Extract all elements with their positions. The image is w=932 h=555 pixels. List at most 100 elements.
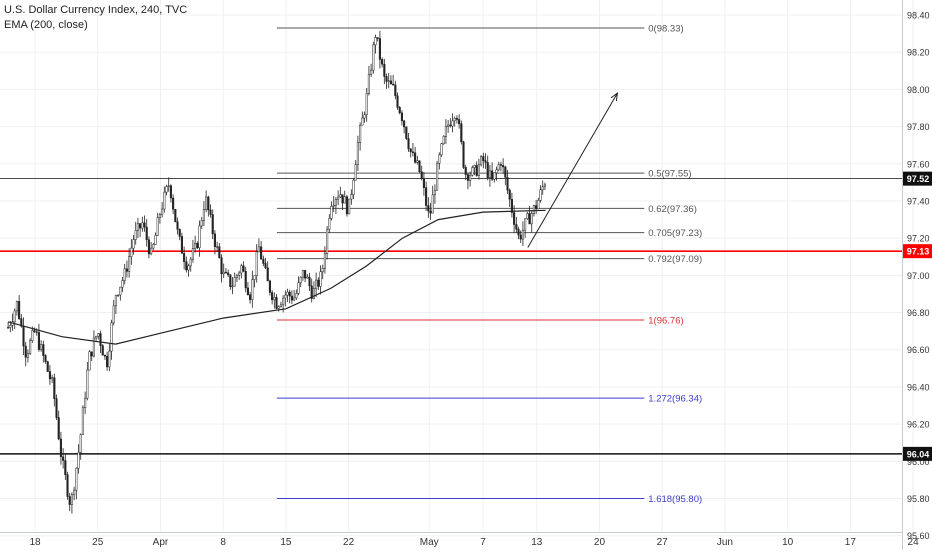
candle-body [433, 189, 436, 196]
candle-body [238, 272, 241, 276]
candle-body [31, 330, 34, 341]
candle-body [222, 271, 225, 275]
candle-body [414, 152, 417, 163]
candle-body [394, 84, 397, 97]
candle-body [154, 235, 157, 245]
x-tick-label: 27 [657, 537, 669, 548]
candle-body [365, 93, 368, 115]
candle-body [125, 268, 128, 272]
candle-body [242, 265, 245, 272]
candle-body [447, 124, 450, 127]
candle-body [198, 225, 201, 249]
candle-body [68, 496, 71, 505]
candle-body [253, 275, 256, 280]
candle-body [343, 196, 346, 204]
candle-body [257, 246, 260, 253]
x-tick-label: 25 [92, 537, 104, 548]
candle-body [264, 263, 267, 269]
x-tick-label: Jun [717, 537, 733, 548]
candle-body [405, 126, 408, 139]
chart-header: U.S. Dollar Currency Index, 240, TVC EMA… [4, 3, 187, 33]
candle-body [117, 294, 120, 297]
candle-body [462, 141, 465, 168]
candle-body [497, 164, 500, 171]
candle-body [205, 196, 208, 210]
candle-body [207, 196, 210, 211]
candle-body [482, 156, 485, 161]
trend-arrow-head [610, 91, 619, 102]
candle-body [189, 258, 192, 267]
candle-body [524, 218, 527, 231]
candle-body [235, 274, 238, 278]
candle-body [392, 83, 395, 86]
chart-title: U.S. Dollar Currency Index, 240, TVC [4, 4, 188, 16]
candle-body [418, 160, 421, 172]
candle-body [486, 162, 489, 179]
candle-body [319, 271, 322, 287]
candle-body [66, 474, 69, 497]
candle-body [310, 285, 313, 299]
candle-body [7, 327, 10, 329]
candle-body [37, 332, 40, 350]
y-tick-label: 97.60 [907, 159, 930, 169]
candle-body [361, 117, 364, 126]
candle-body [255, 251, 258, 276]
candle-body [62, 456, 65, 461]
candle-body [169, 185, 172, 199]
candle-body [506, 177, 509, 191]
candle-body [535, 205, 538, 210]
candle-body [376, 37, 379, 39]
x-tick-label: 10 [782, 537, 794, 548]
candle-body [158, 214, 161, 218]
candle-body [471, 167, 474, 176]
candle-body [429, 210, 432, 214]
candle-body [286, 291, 289, 296]
candle-body [339, 194, 342, 198]
candle-body [143, 222, 146, 228]
candle-body [517, 228, 520, 236]
candle-body [172, 197, 175, 210]
candle-body [55, 398, 58, 418]
candle-body [202, 209, 205, 221]
candle-body [211, 214, 214, 235]
candle-body [53, 377, 56, 399]
y-tick-label: 95.60 [907, 531, 930, 541]
candle-body [119, 286, 122, 296]
candle-body [475, 165, 478, 176]
candle-body [477, 164, 480, 176]
candle-body [132, 239, 135, 249]
candle-body [484, 160, 487, 163]
candle-body [438, 154, 441, 164]
candle-body [22, 325, 25, 347]
ema-line [7, 209, 546, 345]
candle-body [488, 170, 491, 179]
candle-body [95, 335, 98, 339]
candle-body [165, 186, 168, 193]
candle-body [480, 156, 483, 166]
candle-body [451, 120, 454, 127]
candle-body [449, 124, 452, 127]
candle-body [532, 205, 535, 214]
x-tick-label: 15 [280, 537, 292, 548]
candle-body [277, 306, 280, 309]
candle-body [350, 194, 353, 200]
candle-body [352, 179, 355, 195]
y-tick-label: 97.80 [907, 122, 930, 132]
candle-body [400, 112, 403, 122]
candle-body [293, 297, 296, 301]
candle-body [473, 165, 476, 168]
candle-body [495, 169, 498, 173]
candle-body [328, 218, 331, 230]
candle-body [321, 268, 324, 273]
candle-body [515, 224, 518, 230]
candle-body [220, 257, 223, 275]
candle-body [218, 246, 221, 259]
candle-body [183, 253, 186, 262]
candle-body [57, 417, 60, 440]
candle-body [330, 205, 333, 219]
candle-body [176, 221, 179, 230]
candle-body [464, 167, 467, 175]
candle-body [134, 230, 137, 240]
x-tick-label: May [420, 537, 439, 548]
